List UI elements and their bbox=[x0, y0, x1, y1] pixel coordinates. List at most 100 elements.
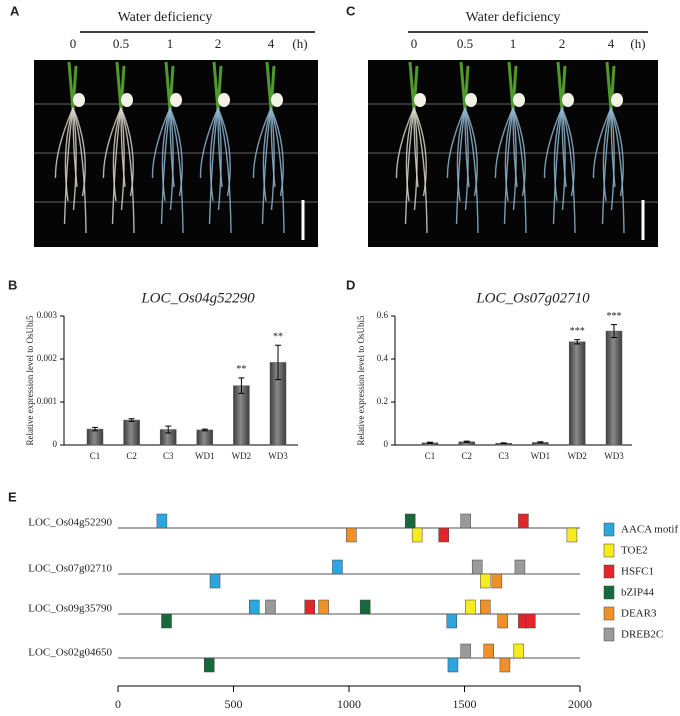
root bbox=[151, 107, 171, 179]
root bbox=[553, 107, 563, 202]
root bbox=[561, 107, 566, 211]
root bbox=[217, 107, 223, 188]
motif-box bbox=[404, 513, 416, 529]
seed bbox=[465, 93, 477, 107]
motif-box bbox=[499, 657, 511, 673]
root bbox=[120, 107, 134, 197]
seed bbox=[121, 93, 133, 107]
x-tick-label: C2 bbox=[462, 451, 473, 461]
legend-swatch bbox=[603, 585, 615, 600]
chart-title: LOC_Os07g02710 bbox=[475, 290, 590, 306]
x-tick-label: WD2 bbox=[232, 451, 252, 461]
root bbox=[413, 107, 427, 197]
x-tick-label: C3 bbox=[163, 451, 174, 461]
seed bbox=[170, 93, 182, 107]
gene-label: LOC_Os02g04650 bbox=[28, 647, 112, 659]
root bbox=[54, 107, 74, 179]
motif-box bbox=[265, 599, 276, 615]
x-tick-label: WD1 bbox=[195, 451, 215, 461]
root bbox=[270, 107, 285, 234]
significance: ** bbox=[236, 364, 246, 375]
bar bbox=[233, 385, 250, 446]
bar bbox=[86, 428, 104, 446]
root bbox=[610, 107, 624, 197]
motif-box bbox=[438, 527, 449, 543]
panel-label: B bbox=[8, 277, 17, 292]
root bbox=[561, 107, 567, 188]
root bbox=[270, 107, 284, 197]
significance: *** bbox=[607, 311, 622, 322]
panel-label: A bbox=[10, 3, 20, 18]
root bbox=[72, 107, 78, 188]
x-tick-label: C1 bbox=[90, 451, 101, 461]
root bbox=[446, 107, 466, 179]
root bbox=[512, 107, 517, 211]
gene-label: LOC_Os04g52290 bbox=[28, 517, 112, 529]
seed bbox=[562, 93, 574, 107]
root bbox=[552, 107, 563, 225]
time-label: 0.5 bbox=[457, 36, 473, 51]
root bbox=[120, 107, 125, 211]
root bbox=[111, 107, 122, 225]
time-label: 1 bbox=[510, 36, 517, 51]
seed bbox=[73, 93, 85, 107]
legend-swatch bbox=[603, 564, 615, 579]
root bbox=[209, 107, 219, 202]
x-tick-label: C2 bbox=[126, 451, 137, 461]
root bbox=[252, 107, 272, 179]
root bbox=[395, 107, 415, 179]
root bbox=[169, 107, 175, 188]
y-tick-label: 0 bbox=[384, 439, 389, 449]
motif-box bbox=[513, 643, 525, 659]
y-axis-label: Relative expression level to OsUbi5 bbox=[356, 315, 366, 445]
panel-label: E bbox=[8, 489, 17, 504]
panel-title: Water deficiency bbox=[118, 10, 213, 25]
root bbox=[512, 107, 527, 234]
y-tick-label: 0.002 bbox=[37, 353, 57, 363]
root bbox=[543, 107, 563, 179]
root bbox=[64, 107, 74, 202]
root bbox=[102, 107, 122, 179]
motif-box bbox=[156, 513, 168, 529]
significance: ** bbox=[273, 332, 283, 343]
time-label: 4 bbox=[268, 36, 275, 51]
root bbox=[72, 107, 77, 211]
root bbox=[72, 107, 87, 234]
legend-label: DEAR3 bbox=[621, 608, 657, 620]
motif-box bbox=[203, 657, 215, 673]
unit-label: (h) bbox=[292, 36, 307, 51]
root bbox=[405, 107, 415, 202]
root bbox=[217, 107, 231, 197]
bar bbox=[568, 341, 586, 446]
root bbox=[602, 107, 612, 202]
legend-label: DREB2C bbox=[621, 629, 663, 641]
root bbox=[270, 107, 276, 188]
gene-label: LOC_Os07g02710 bbox=[28, 563, 112, 575]
root bbox=[261, 107, 272, 225]
root bbox=[169, 107, 183, 197]
motif-box bbox=[465, 599, 476, 615]
root bbox=[456, 107, 466, 202]
root bbox=[404, 107, 415, 225]
x-tick-label: WD2 bbox=[567, 451, 587, 461]
root bbox=[512, 107, 526, 197]
root bbox=[464, 107, 469, 211]
root bbox=[217, 107, 232, 234]
time-label: 0 bbox=[70, 36, 77, 51]
legend-swatch bbox=[603, 522, 615, 537]
x-tick-label: 0 bbox=[115, 697, 121, 711]
bar bbox=[196, 429, 214, 446]
seed bbox=[271, 93, 283, 107]
root bbox=[494, 107, 514, 179]
root bbox=[610, 107, 615, 211]
root bbox=[199, 107, 219, 179]
legend-label: AACA motif bbox=[621, 524, 678, 536]
y-tick-label: 0 bbox=[53, 439, 58, 449]
x-tick-label: 1000 bbox=[337, 697, 361, 711]
motif-box bbox=[480, 573, 491, 589]
root bbox=[160, 107, 171, 225]
root bbox=[413, 107, 418, 211]
seed bbox=[611, 93, 623, 107]
motif-box bbox=[304, 599, 315, 615]
unit-label: (h) bbox=[630, 36, 645, 51]
